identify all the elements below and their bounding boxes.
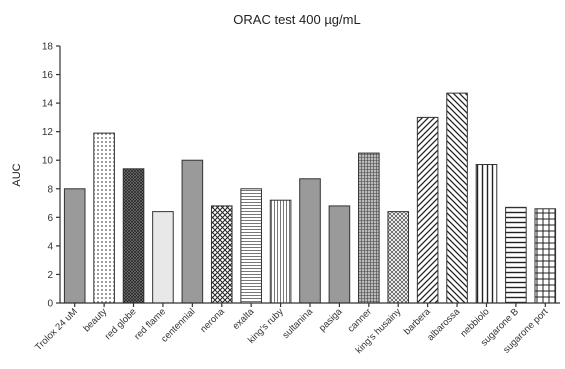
x-tick-label: exalta	[231, 306, 257, 332]
y-tick-label: 2	[47, 270, 53, 281]
y-tick-label: 6	[47, 213, 53, 224]
x-tick-label: albarossa	[425, 306, 462, 343]
bar-trolox-24-um	[63, 188, 86, 304]
y-axis-label: AUC	[11, 163, 23, 186]
bar-sugarone-b	[505, 206, 527, 304]
y-axis: 0 2 4 6 8 10 12 14 16 18	[42, 42, 61, 310]
y-tick-label: 4	[47, 241, 53, 252]
y-tick-label: 8	[47, 184, 53, 195]
bar-albarossa	[446, 92, 468, 304]
y-tick-label: 10	[42, 156, 54, 167]
x-tick-label: beauty	[81, 306, 109, 334]
bar-exalta	[240, 188, 262, 304]
chart-title: ORAC test 400 µg/mL	[233, 12, 360, 27]
bar-beauty	[93, 132, 115, 304]
bar-canner	[358, 152, 380, 304]
bar-centennial	[181, 159, 204, 304]
y-tick-label: 12	[42, 127, 54, 138]
x-tick-label: canner	[346, 306, 374, 334]
bar-sultanina	[299, 178, 321, 304]
bars-group	[63, 92, 557, 304]
bar-nebbiolo	[475, 164, 498, 304]
bar-pasiga	[328, 205, 351, 304]
y-tick-label: 0	[47, 299, 53, 310]
bar-nerona	[210, 205, 233, 304]
y-tick-label: 18	[42, 42, 54, 53]
y-tick-label: 14	[42, 99, 54, 110]
x-tick-label: red globe	[103, 306, 139, 342]
bar-red-flame	[152, 211, 174, 304]
y-tick-label: 16	[42, 70, 54, 81]
bar-sugarone-port	[534, 208, 557, 304]
bar-king-s-ruby	[269, 199, 292, 304]
bar-red-globe	[122, 168, 145, 304]
x-tick-label: sultanina	[280, 306, 315, 341]
bar-king-s-husainy	[387, 211, 410, 304]
x-tick-label: nerona	[198, 306, 227, 335]
x-tick-label: pasiga	[317, 306, 345, 334]
bar-barbera	[416, 116, 439, 304]
x-tick-label: Trolox 24 uM	[33, 306, 80, 353]
